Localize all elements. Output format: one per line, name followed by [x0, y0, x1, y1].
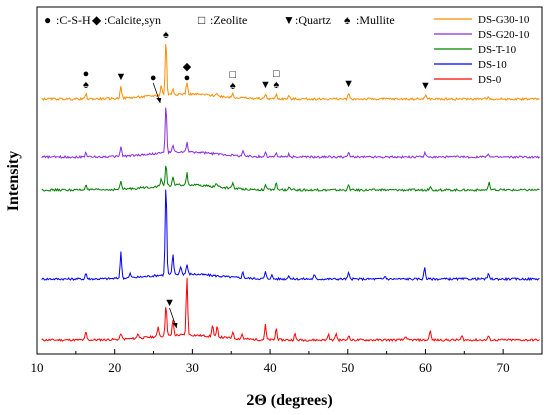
legend-label-ds-10: DS-10 — [478, 59, 507, 71]
x-tick-label: 60 — [419, 360, 432, 375]
annotation-symbol-icon: ● — [83, 68, 90, 80]
phase-symbol-icon: ♠ — [344, 13, 351, 27]
peak-annotation: ▼ — [343, 78, 354, 90]
legend-label-ds-0: DS-0 — [478, 74, 502, 86]
x-tick-label: 20 — [108, 360, 121, 375]
phase-legend-item: ● :C-S-H — [44, 13, 91, 27]
phase-label: :Calcite,syn — [104, 13, 161, 27]
phase-label: :C-S-H — [56, 13, 91, 27]
arrow-head-icon — [172, 323, 178, 328]
peak-annotation: □♠ — [229, 69, 236, 92]
annotation-symbol-icon: ♠ — [83, 79, 89, 91]
series-legend: DS-G30-10 DS-G20-10 DS-T-10 DS-10 DS-0 — [434, 14, 530, 86]
phase-annotations: ●♠▼ ●♠◆● □♠ ▼□♠ ▼ ▼▼ — [83, 29, 431, 329]
phase-label: :Zeolite — [210, 13, 247, 27]
peak-annotation: ▼ — [420, 80, 431, 92]
plot-frame — [36, 6, 543, 355]
phase-legend: ● :C-S-H ◆:Calcite,syn □ :Zeolite ▼:Quartz ♠ :M… — [44, 13, 395, 27]
phase-legend-item: ◆:Calcite,syn — [92, 13, 161, 27]
annotation-symbol-icon: ◆ — [183, 61, 192, 73]
annotation-symbol-icon: ♠ — [230, 80, 236, 92]
phase-symbol-icon: ◆ — [92, 13, 102, 27]
annotation-symbol-icon: ▼ — [164, 297, 175, 309]
annotation-symbol-icon: ♠ — [163, 29, 169, 41]
annotation-symbol-icon: ● — [184, 72, 191, 84]
series-line-ds-g30-10 — [41, 43, 540, 102]
series-line-ds-g20-10 — [41, 107, 540, 160]
annotation-symbol-icon: ▼ — [343, 78, 354, 90]
x-tick-label: 10 — [31, 360, 44, 375]
phase-legend-item: □ :Zeolite — [198, 13, 247, 27]
annotation-symbol-icon: □ — [229, 69, 236, 81]
plot-background — [37, 7, 542, 354]
peak-annotation: ▼ — [260, 79, 271, 91]
legend-label-ds-g20-10: DS-G20-10 — [478, 29, 530, 41]
annotation-symbol-icon: ▼ — [420, 80, 431, 92]
x-axis-label: 2Θ (degrees) — [246, 392, 332, 409]
y-axis-label: Intensity — [5, 151, 22, 211]
phase-legend-item: ♠ :Mullite — [344, 13, 395, 27]
phase-symbol-icon: ▼ — [283, 13, 295, 27]
x-tick-label: 70 — [497, 360, 510, 375]
peak-annotation: ♠ — [163, 29, 169, 41]
peak-annotation: ▼ — [115, 71, 126, 83]
legend-label-ds-t-10: DS-T-10 — [478, 44, 517, 56]
legend-label-ds-g30-10: DS-G30-10 — [478, 14, 530, 26]
phase-symbol-icon: □ — [198, 13, 205, 27]
phase-symbol-icon: ● — [44, 13, 51, 27]
peak-annotation: □♠ — [273, 68, 280, 91]
phase-label: :Mullite — [356, 13, 395, 27]
phase-legend-item: ▼:Quartz — [283, 13, 331, 27]
x-tick-label: 50 — [341, 360, 354, 375]
peak-annotation: ▼ — [164, 297, 178, 329]
series-line-ds-t-10 — [41, 165, 540, 192]
xrd-traces — [41, 43, 540, 343]
x-tick-label: 40 — [264, 360, 277, 375]
phase-label: :Quartz — [295, 13, 331, 27]
series-line-ds-10 — [41, 189, 540, 282]
arrow-head-icon — [156, 98, 162, 103]
x-tick-label: 30 — [186, 360, 199, 375]
peak-annotation: ●♠ — [83, 68, 90, 91]
annotation-symbol-icon: ▼ — [115, 71, 126, 83]
annotation-symbol-icon: ● — [150, 72, 157, 84]
annotation-symbol-icon: □ — [273, 68, 280, 80]
peak-annotation: ● — [150, 72, 162, 104]
series-line-ds-0 — [41, 277, 540, 343]
annotation-symbol-icon: ▼ — [260, 79, 271, 91]
peak-annotation: ◆● — [183, 61, 192, 84]
annotation-symbol-icon: ♠ — [273, 79, 279, 91]
